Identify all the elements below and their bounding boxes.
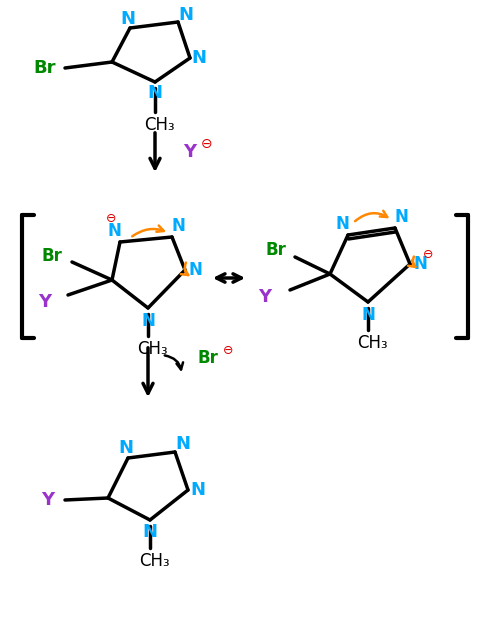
Text: N: N xyxy=(191,49,206,67)
Text: ⊖: ⊖ xyxy=(223,343,233,357)
Text: ⊖: ⊖ xyxy=(423,248,433,262)
Text: N: N xyxy=(190,481,205,499)
Text: Br: Br xyxy=(34,59,56,77)
Text: N: N xyxy=(142,523,158,541)
Text: N: N xyxy=(394,208,408,226)
Text: Y: Y xyxy=(183,143,197,161)
Text: N: N xyxy=(335,215,349,233)
Text: N: N xyxy=(413,255,427,273)
Text: N: N xyxy=(141,312,155,330)
Text: Y: Y xyxy=(41,491,55,509)
Text: Y: Y xyxy=(39,293,52,311)
Text: CH₃: CH₃ xyxy=(137,340,167,358)
Text: ⊖: ⊖ xyxy=(106,212,116,225)
Text: N: N xyxy=(121,10,136,28)
Text: N: N xyxy=(188,261,202,279)
Text: Br: Br xyxy=(41,247,62,265)
Text: N: N xyxy=(179,6,194,24)
Text: CH₃: CH₃ xyxy=(357,334,387,352)
Text: Br: Br xyxy=(265,241,286,259)
Text: N: N xyxy=(176,435,190,453)
Text: Br: Br xyxy=(198,349,219,367)
Text: CH₃: CH₃ xyxy=(139,552,169,570)
Text: CH₃: CH₃ xyxy=(143,116,174,134)
Text: N: N xyxy=(361,306,375,324)
Text: Y: Y xyxy=(259,288,271,306)
Text: N: N xyxy=(171,217,185,235)
Text: N: N xyxy=(107,222,121,240)
Text: ⊖: ⊖ xyxy=(201,137,213,151)
Text: N: N xyxy=(119,439,134,457)
Text: N: N xyxy=(147,84,163,102)
